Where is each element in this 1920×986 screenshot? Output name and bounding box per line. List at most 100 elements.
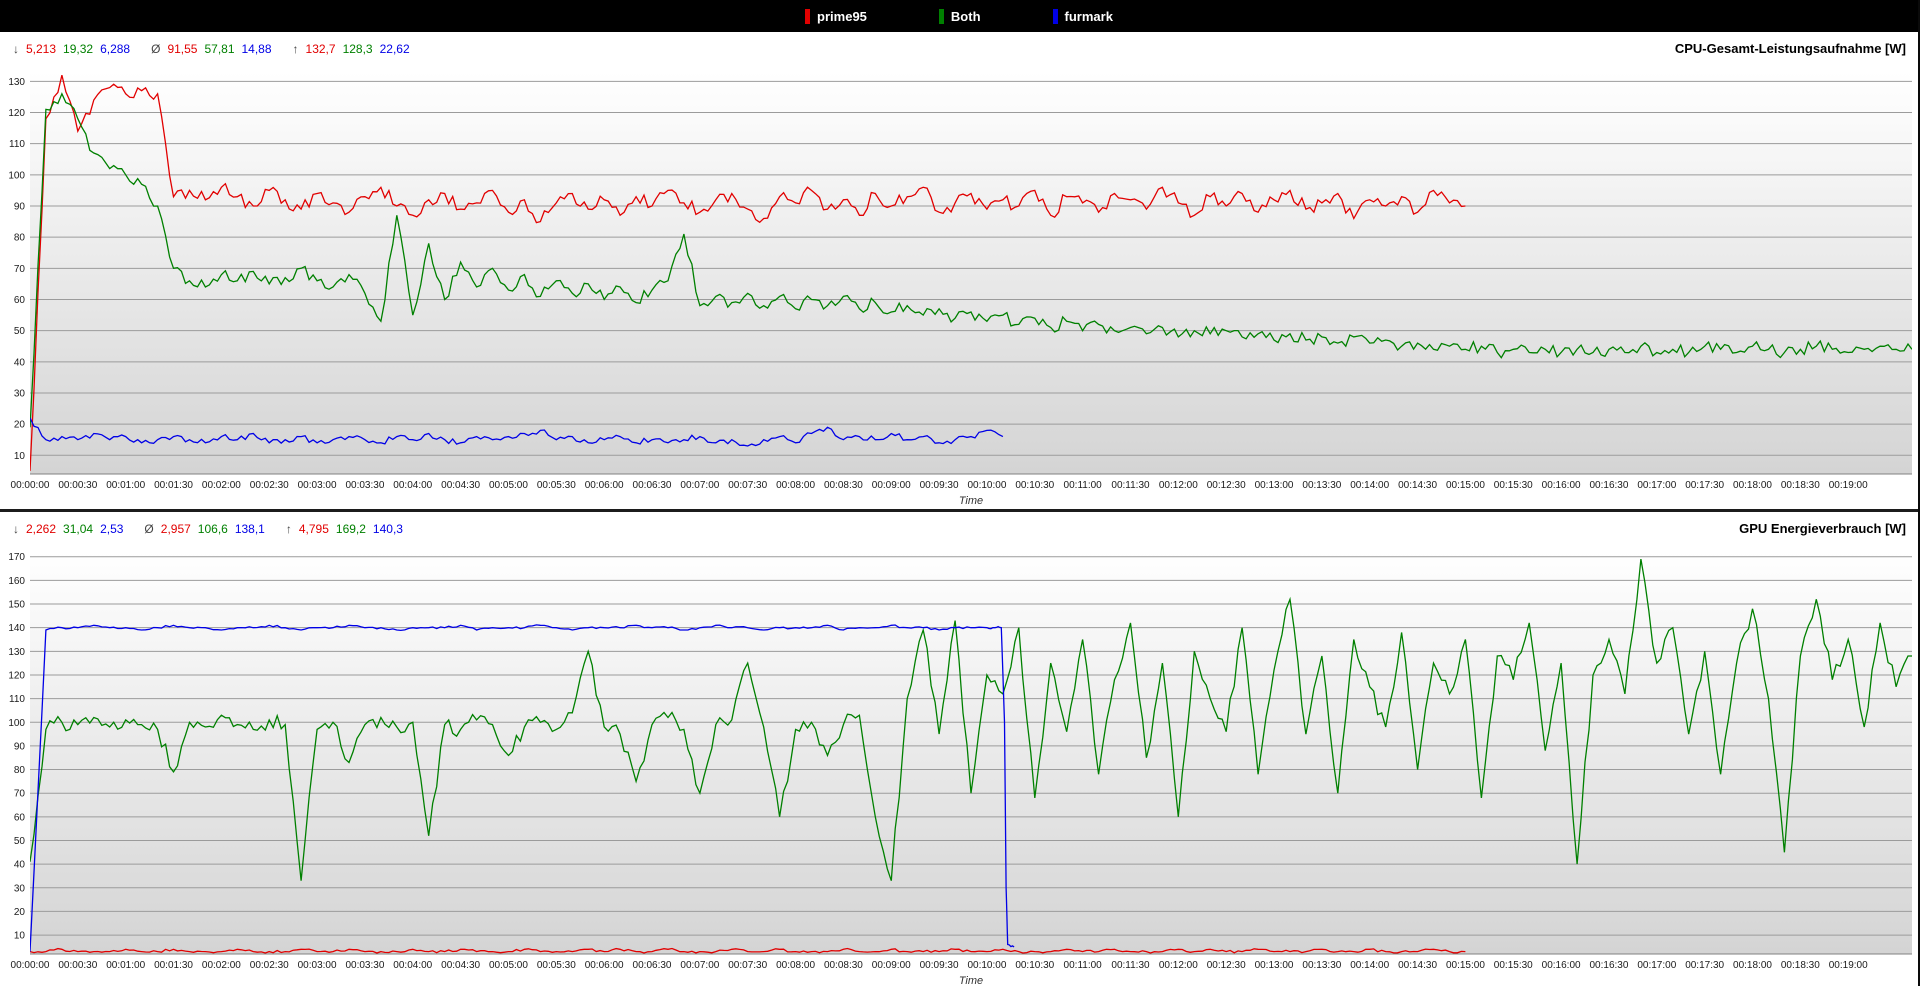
y-axis-labels: 10 20 30 40 50 60 70 80 90 100 110 120 130 140 150 160 1… [8, 552, 25, 941]
svg-text:00:00:30: 00:00:30 [58, 480, 97, 491]
gpu-stats-row: ↓ 2,262 31,04 2,53 Ø 2,957 106,6 138,1 ↑… [13, 522, 403, 536]
svg-text:60: 60 [14, 295, 26, 306]
both-color-bar-icon [938, 8, 944, 24]
series-line-prime95 [30, 74, 1466, 471]
stat-avg-both: 57,81 [204, 42, 235, 56]
svg-text:00:18:00: 00:18:00 [1733, 480, 1772, 491]
svg-text:00:12:00: 00:12:00 [1159, 960, 1198, 971]
svg-text:140: 140 [8, 623, 25, 634]
svg-text:00:05:00: 00:05:00 [489, 960, 528, 971]
svg-text:00:09:00: 00:09:00 [872, 480, 911, 491]
max-icon: ↑ [292, 42, 299, 56]
svg-text:120: 120 [8, 670, 25, 681]
svg-text:110: 110 [9, 694, 25, 705]
stat-min-both: 19,32 [63, 42, 94, 56]
stat-min-both: 31,04 [63, 522, 94, 536]
svg-text:00:18:30: 00:18:30 [1781, 960, 1820, 971]
svg-text:50: 50 [14, 326, 26, 337]
series-line-furmark [30, 624, 1015, 952]
svg-text:00:16:00: 00:16:00 [1542, 960, 1581, 971]
svg-text:00:09:30: 00:09:30 [920, 480, 959, 491]
svg-text:20: 20 [14, 907, 26, 918]
svg-text:00:02:30: 00:02:30 [250, 480, 289, 491]
svg-text:00:13:30: 00:13:30 [1302, 960, 1341, 971]
svg-text:00:10:30: 00:10:30 [1015, 480, 1054, 491]
min-icon: ↓ [13, 42, 19, 56]
svg-text:100: 100 [8, 718, 25, 729]
svg-text:00:11:00: 00:11:00 [1064, 960, 1103, 971]
legend-item-furmark[interactable]: furmark [1052, 8, 1113, 24]
svg-text:60: 60 [14, 812, 26, 823]
svg-text:00:04:00: 00:04:00 [393, 960, 432, 971]
legend-item-prime95[interactable]: prime95 [805, 8, 867, 24]
gpu-chart[interactable]: 10 20 30 40 50 60 70 80 90 100 110 120 130 140 150 160 1… [0, 546, 1918, 986]
legend-item-both[interactable]: Both [938, 8, 981, 24]
stat-max-furmark: 22,62 [379, 42, 410, 56]
svg-text:00:06:30: 00:06:30 [633, 960, 672, 971]
svg-text:40: 40 [14, 860, 26, 871]
prime95-color-bar-icon [805, 8, 811, 24]
svg-text:00:14:00: 00:14:00 [1350, 480, 1389, 491]
stat-avg-prime95: 91,55 [167, 42, 198, 56]
svg-text:160: 160 [8, 576, 25, 587]
svg-text:00:06:00: 00:06:00 [585, 480, 624, 491]
gridlines [30, 80, 1912, 456]
legend-label-both: Both [950, 8, 981, 24]
stat-min-furmark: 6,288 [100, 42, 131, 56]
min-icon: ↓ [13, 522, 19, 536]
gpu-chart-title: GPU Energieverbrauch [W] [1739, 521, 1906, 536]
svg-text:130: 130 [8, 77, 25, 88]
svg-text:80: 80 [14, 765, 26, 776]
svg-text:00:00:00: 00:00:00 [11, 480, 50, 491]
svg-text:00:16:00: 00:16:00 [1542, 480, 1581, 491]
svg-text:00:10:00: 00:10:00 [967, 960, 1006, 971]
svg-text:00:15:00: 00:15:00 [1446, 960, 1485, 971]
svg-text:00:13:00: 00:13:00 [1255, 960, 1294, 971]
y-axis-labels: 10 20 30 40 50 60 70 80 90 100 110 120 130 [8, 77, 25, 462]
svg-text:00:01:00: 00:01:00 [106, 480, 145, 491]
avg-icon: Ø [151, 42, 161, 56]
stat-max-furmark: 140,3 [372, 522, 403, 536]
svg-text:00:04:30: 00:04:30 [441, 960, 480, 971]
svg-text:00:13:00: 00:13:00 [1255, 480, 1294, 491]
svg-text:00:18:00: 00:18:00 [1733, 960, 1772, 971]
gpu-chart-panel: ↓ 2,262 31,04 2,53 Ø 2,957 106,6 138,1 ↑… [0, 509, 1918, 986]
svg-text:100: 100 [8, 170, 25, 181]
x-axis-title: Time [959, 975, 983, 986]
svg-text:00:01:00: 00:01:00 [106, 960, 145, 971]
legend-bar: prime95 Both furmark [0, 0, 1918, 32]
svg-text:00:18:30: 00:18:30 [1781, 480, 1820, 491]
series-line-prime95 [30, 947, 1466, 954]
svg-text:130: 130 [8, 647, 25, 658]
svg-text:00:19:00: 00:19:00 [1829, 480, 1868, 491]
svg-text:00:16:30: 00:16:30 [1589, 960, 1628, 971]
svg-text:70: 70 [14, 264, 26, 275]
svg-text:00:17:00: 00:17:00 [1637, 480, 1676, 491]
svg-text:00:03:30: 00:03:30 [345, 960, 384, 971]
legend-label-furmark: furmark [1064, 8, 1113, 24]
x-axis-labels: 00:00:00 00:00:30 00:01:00 00:01:30 00:02:00… [11, 480, 1869, 491]
series-lines [30, 558, 1912, 954]
stat-avg-furmark: 14,88 [241, 42, 272, 56]
cpu-panel-header: ↓ 5,213 19,32 6,288 Ø 91,55 57,81 14,88 … [0, 32, 1918, 66]
svg-text:00:05:30: 00:05:30 [537, 480, 576, 491]
cpu-chart-panel: ↓ 5,213 19,32 6,288 Ø 91,55 57,81 14,88 … [0, 32, 1918, 509]
svg-text:00:02:00: 00:02:00 [202, 960, 241, 971]
furmark-color-bar-icon [1052, 8, 1058, 24]
svg-text:00:01:30: 00:01:30 [154, 960, 193, 971]
svg-text:00:12:30: 00:12:30 [1207, 960, 1246, 971]
svg-text:00:02:30: 00:02:30 [250, 960, 289, 971]
svg-text:00:08:00: 00:08:00 [776, 960, 815, 971]
svg-text:120: 120 [8, 108, 25, 119]
stat-min-furmark: 2,53 [100, 522, 124, 536]
svg-text:70: 70 [14, 789, 26, 800]
svg-text:00:08:00: 00:08:00 [776, 480, 815, 491]
svg-text:00:07:30: 00:07:30 [728, 480, 767, 491]
svg-text:80: 80 [14, 233, 26, 244]
svg-text:00:15:30: 00:15:30 [1494, 480, 1533, 491]
svg-text:00:05:00: 00:05:00 [489, 480, 528, 491]
x-axis-labels: 00:00:00 00:00:30 00:01:00 00:01:30 00:02:00… [11, 960, 1869, 971]
stat-avg-prime95: 2,957 [160, 522, 191, 536]
